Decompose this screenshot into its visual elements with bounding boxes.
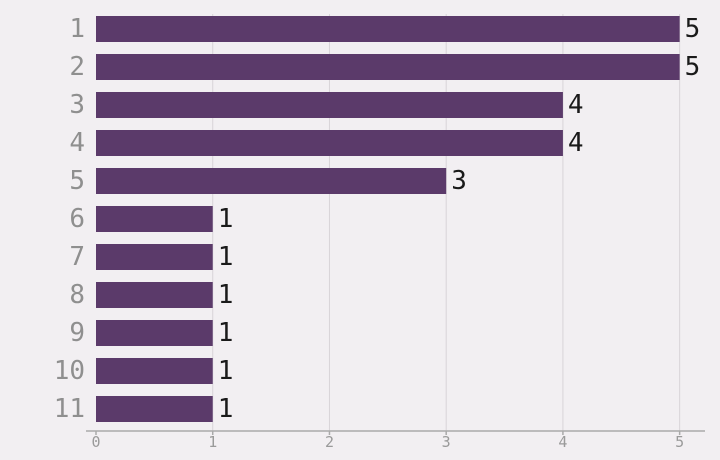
bar <box>96 320 213 346</box>
category-label: 2 <box>69 52 85 82</box>
value-label: 5 <box>685 14 701 44</box>
value-labels: 5 5 4 4 3 1 1 1 1 1 1 <box>218 14 701 424</box>
bar <box>96 130 563 156</box>
value-label: 1 <box>218 242 234 272</box>
category-label: 4 <box>69 128 85 158</box>
category-label: 11 <box>54 394 85 424</box>
bar <box>96 244 213 270</box>
value-label: 4 <box>568 90 584 120</box>
bar <box>96 206 213 232</box>
bar <box>96 358 213 384</box>
x-tick-label: 3 <box>442 433 451 451</box>
value-label: 1 <box>218 280 234 310</box>
value-label: 4 <box>568 128 584 158</box>
bar <box>96 16 680 42</box>
value-label: 1 <box>218 204 234 234</box>
bar <box>96 168 447 194</box>
bar <box>96 282 213 308</box>
x-tick-label: 0 <box>91 433 100 451</box>
x-axis: 0 1 2 3 4 5 <box>86 430 705 451</box>
category-label: 10 <box>54 356 85 386</box>
bar <box>96 396 213 422</box>
bars <box>96 16 680 422</box>
category-label: 5 <box>69 166 85 196</box>
category-labels: 1 2 3 4 5 6 7 8 9 10 11 <box>54 14 85 424</box>
category-label: 9 <box>69 318 85 348</box>
value-label: 1 <box>218 394 234 424</box>
bar <box>96 54 680 80</box>
value-label: 5 <box>685 52 701 82</box>
x-tick-label: 4 <box>558 433 567 451</box>
category-label: 3 <box>69 90 85 120</box>
x-tick-label: 1 <box>208 433 217 451</box>
value-label: 1 <box>218 318 234 348</box>
bar <box>96 92 563 118</box>
x-tick-label: 5 <box>675 433 684 451</box>
category-label: 6 <box>69 204 85 234</box>
value-label: 1 <box>218 356 234 386</box>
x-tick-label: 2 <box>325 433 334 451</box>
category-label: 7 <box>69 242 85 272</box>
category-label: 8 <box>69 280 85 310</box>
value-label: 3 <box>451 166 467 196</box>
category-label: 1 <box>69 14 85 44</box>
